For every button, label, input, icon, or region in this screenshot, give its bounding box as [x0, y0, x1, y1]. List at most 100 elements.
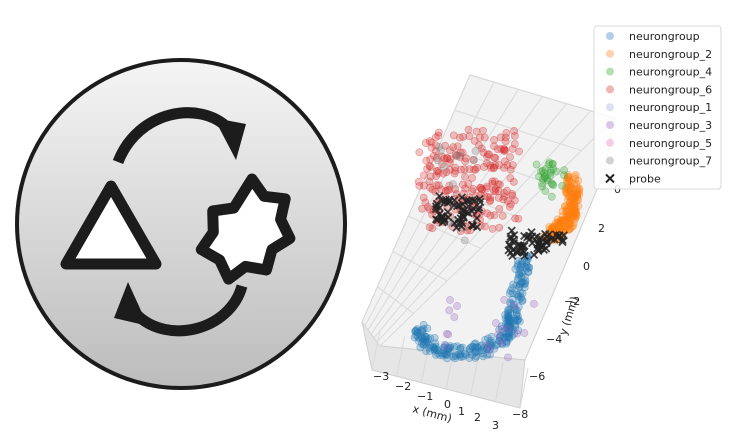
- scatter-point: [540, 172, 549, 181]
- scatter-point: [515, 295, 524, 304]
- legend-item: neurongroup_6: [606, 83, 712, 96]
- scatter-point: [461, 172, 469, 181]
- scatter-point: [552, 167, 561, 176]
- legend-item: neurongroup_7: [606, 155, 712, 168]
- scatter-point: [471, 348, 480, 357]
- scatter-point: [549, 222, 557, 231]
- scatter-point: [480, 133, 489, 142]
- triangle-icon: [60, 180, 162, 270]
- scatter-point: [434, 181, 443, 190]
- scatter-point: [575, 184, 584, 193]
- scatter-point: [491, 187, 500, 196]
- scatter-point: [451, 350, 460, 359]
- scatter-point: [465, 345, 474, 354]
- scatter-point: [511, 323, 520, 332]
- scatter-point: [469, 156, 478, 164]
- scatter-point: [494, 194, 503, 202]
- scatter-point: [476, 183, 485, 192]
- scatter-point: [421, 139, 430, 147]
- scatter-point: [545, 158, 554, 167]
- scatter-point: [508, 289, 517, 298]
- scatter-point: [511, 314, 520, 323]
- scatter-point: [557, 217, 566, 225]
- scatter-point: [468, 187, 477, 196]
- scatter-point: [574, 195, 583, 204]
- scatter-point: [455, 133, 464, 142]
- y-axis-ticks: 2 0 −2 −4 −6 −8: [512, 222, 605, 421]
- scatter-point: [566, 217, 574, 225]
- scatter-point: [559, 216, 568, 225]
- scatter-point: [416, 326, 425, 335]
- scatter-point: [428, 185, 437, 194]
- scatter-point: [507, 327, 516, 336]
- scatter-point: [554, 220, 563, 229]
- probe-marker: [467, 220, 477, 230]
- legend-label: neurongroup_5: [629, 137, 712, 150]
- scatter-point: [520, 262, 529, 271]
- scatter-point: [506, 320, 514, 328]
- scatter-point: [570, 201, 579, 210]
- scatter-point: [571, 171, 580, 179]
- scatter-point: [487, 341, 496, 350]
- scatter-point: [482, 182, 491, 191]
- scatter-point: [478, 346, 487, 355]
- scatter-point: [567, 205, 576, 213]
- scatter-point: [452, 151, 461, 160]
- scatter-point: [456, 350, 465, 359]
- scatter-point: [514, 256, 522, 265]
- scatter-point: [460, 165, 469, 174]
- scatter-point: [488, 179, 497, 188]
- scatter-point: [435, 142, 443, 151]
- scatter-point: [450, 343, 459, 351]
- legend-item: neurongroup_1: [606, 101, 712, 114]
- x-tick-label: −3: [373, 370, 389, 383]
- y-tick-label: 2: [598, 222, 605, 235]
- scatter-point: [521, 276, 530, 285]
- scatter-point: [570, 208, 579, 217]
- scatter-point: [496, 133, 505, 142]
- scatter-point: [468, 351, 476, 359]
- grid-line: [371, 329, 381, 371]
- scatter-point: [494, 187, 503, 195]
- scatter-point: [572, 185, 581, 194]
- scatter-point: [422, 339, 431, 348]
- legend-box: [593, 25, 722, 190]
- scatter-point: [490, 211, 499, 220]
- scatter-point: [470, 165, 478, 174]
- scatter-point: [522, 264, 531, 273]
- scatter-point: [472, 343, 481, 351]
- y-tick-label: 0: [583, 260, 590, 273]
- scatter-point: [512, 281, 521, 290]
- chart-3d: −3 −2 −1 0 1 2 3 x (mm) 2 0 −2 −4 −6 −8 …: [361, 74, 621, 432]
- scatter-point: [506, 323, 515, 331]
- scatter-point: [552, 218, 560, 227]
- scatter-point: [541, 173, 550, 181]
- scatter-point: [565, 220, 573, 229]
- scatter-point: [494, 180, 503, 189]
- scatter-point: [495, 336, 504, 345]
- scatter-point: [509, 325, 517, 334]
- probe-marker: [464, 208, 473, 218]
- probe-marker: [524, 231, 534, 240]
- grid-line: [370, 96, 543, 335]
- scatter-point: [496, 180, 504, 189]
- scatter-point: [543, 176, 552, 185]
- scatter-point: [513, 291, 522, 299]
- scatter-point: [428, 224, 437, 233]
- scatter-point: [563, 207, 572, 216]
- scatter-point: [501, 320, 510, 328]
- scatter-point: [462, 350, 471, 359]
- grid-line: [364, 81, 495, 327]
- probe-marker: [444, 213, 453, 222]
- scatter-point: [505, 326, 514, 335]
- scatter-point: [416, 343, 425, 352]
- scatter-point: [564, 225, 573, 233]
- scatter-point: [425, 162, 434, 170]
- scatter-point: [431, 339, 440, 348]
- scatter-point: [517, 279, 526, 288]
- scatter-point: [490, 142, 498, 151]
- scatter-point: [452, 152, 461, 160]
- probe-marker: [464, 202, 473, 211]
- scatter-point: [417, 333, 426, 342]
- scatter-point: [475, 141, 483, 150]
